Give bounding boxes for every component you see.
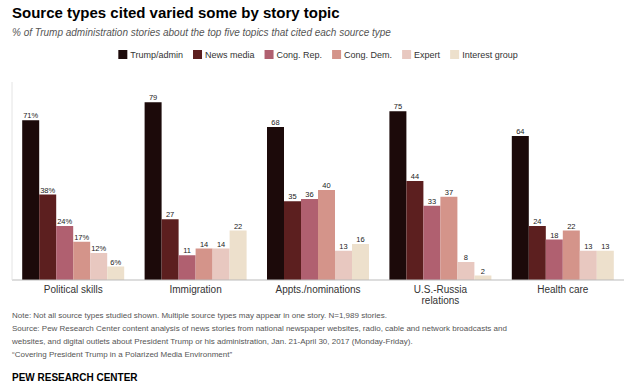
bar <box>563 231 580 281</box>
legend-label: Trump/admin <box>130 50 183 60</box>
data-label: 12% <box>91 244 106 253</box>
data-label: 11 <box>183 246 191 255</box>
bar <box>284 201 301 280</box>
bar <box>230 231 247 281</box>
data-label: 38% <box>40 186 55 195</box>
bar <box>406 181 423 280</box>
legend-item: Cong. Rep. <box>265 50 323 60</box>
data-label: 68 <box>271 118 279 127</box>
data-label: 22 <box>234 222 242 231</box>
legend-label: Interest group <box>462 50 518 60</box>
note: “Covering President Trump in a Polarized… <box>12 350 232 359</box>
data-label: 22 <box>567 222 575 231</box>
footer: PEW RESEARCH CENTER <box>12 372 138 383</box>
legend: Trump/admin News media Cong. Rep. Cong. Dem… <box>118 50 517 60</box>
data-labels: 71% 79 68 75 64 38% 27 35 44 24 24% 11 36 33 18 17% 14 40… <box>23 93 609 275</box>
data-label: 14 <box>200 240 208 249</box>
data-label: 13 <box>339 242 347 251</box>
bar <box>546 240 563 281</box>
data-label: 2 <box>481 267 485 276</box>
data-label: 18 <box>550 231 558 240</box>
x-tick-label: U.S.-Russiarelations <box>414 284 468 306</box>
bar <box>389 111 406 280</box>
legend-swatch <box>332 50 341 59</box>
bar <box>597 251 614 280</box>
legend-label: Expert <box>414 50 441 60</box>
bar <box>196 249 213 281</box>
bar <box>145 102 162 280</box>
bar <box>440 197 457 280</box>
note: Source: Pew Research Center content anal… <box>12 324 507 333</box>
bar <box>39 195 56 281</box>
data-label: 33 <box>428 197 436 206</box>
legend-label: News media <box>205 50 255 60</box>
x-tick-label: Immigration <box>169 284 221 295</box>
bar <box>301 199 318 280</box>
bar <box>56 226 73 280</box>
data-label: 13 <box>601 242 609 251</box>
legend-item: Cong. Dem. <box>332 50 392 60</box>
data-label: 6% <box>110 258 121 267</box>
legend-item: Expert <box>402 50 441 60</box>
legend-swatch <box>402 50 411 59</box>
bar <box>213 249 230 281</box>
bar <box>179 255 196 280</box>
x-tick-label: Health care <box>537 284 589 295</box>
note: Note: Not all source types studied shown… <box>12 311 387 320</box>
bar <box>423 206 440 280</box>
note: websites, and digital outlets about Pres… <box>11 337 413 346</box>
legend-swatch <box>118 50 127 59</box>
data-label: 14 <box>217 240 225 249</box>
legend-label: Cong. Dem. <box>344 50 392 60</box>
legend-item: News media <box>193 50 255 60</box>
bar <box>162 219 179 280</box>
x-tick-label: Political skills <box>44 284 103 295</box>
data-label: 44 <box>411 172 419 181</box>
chart: Source types cited varied some by story … <box>0 0 636 389</box>
legend-swatch <box>450 50 459 59</box>
bar <box>73 242 90 280</box>
legend-swatch <box>193 50 202 59</box>
title: Source types cited varied some by story … <box>12 4 340 21</box>
bar <box>335 251 352 280</box>
bar <box>22 120 39 280</box>
bar <box>512 136 529 280</box>
subtitle: % of Trump administration stories about … <box>12 27 391 38</box>
bar <box>90 253 107 280</box>
bar <box>529 226 546 280</box>
data-label: 17% <box>74 233 89 242</box>
bar <box>267 127 284 280</box>
bar <box>107 267 124 281</box>
data-label: 16 <box>356 235 364 244</box>
legend-item: Trump/admin <box>118 50 183 60</box>
bar <box>352 244 369 280</box>
data-label: 64 <box>516 127 524 136</box>
x-axis <box>12 280 624 281</box>
data-label: 35 <box>288 192 296 201</box>
data-label: 37 <box>445 188 453 197</box>
legend-item: Interest group <box>450 50 518 60</box>
bar <box>318 190 335 280</box>
x-tick-label: Appts./nominations <box>275 284 360 295</box>
data-label: 27 <box>166 210 174 219</box>
bar <box>580 251 597 280</box>
legend-swatch <box>265 50 274 59</box>
bars <box>22 102 614 280</box>
data-label: 24 <box>533 217 541 226</box>
legend-label: Cong. Rep. <box>277 50 323 60</box>
data-label: 8 <box>464 253 468 262</box>
data-label: 79 <box>149 93 157 102</box>
data-label: 75 <box>394 102 402 111</box>
y-axis <box>12 82 13 280</box>
bar <box>457 262 474 280</box>
data-label: 40 <box>322 181 330 190</box>
bar <box>474 276 491 281</box>
data-label: 36 <box>305 190 313 199</box>
data-label: 13 <box>584 242 592 251</box>
data-label: 71% <box>23 111 38 120</box>
data-label: 24% <box>57 217 72 226</box>
